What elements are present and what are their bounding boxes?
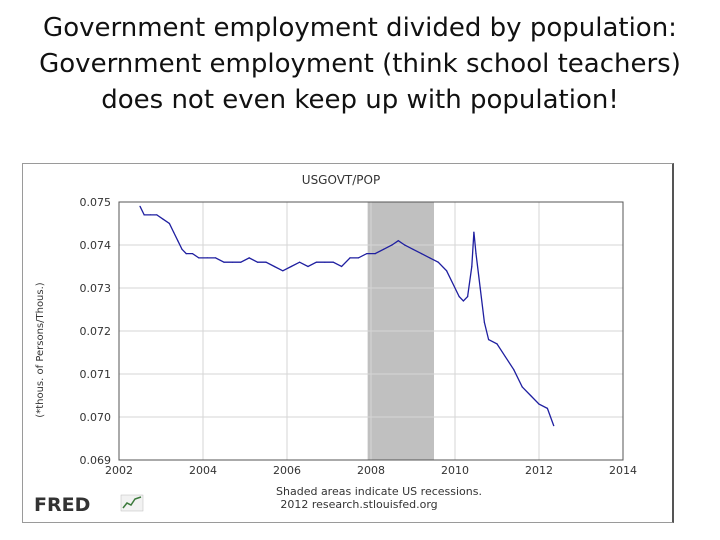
data-point [412,248,414,250]
data-point [530,394,532,397]
data-point [458,296,460,298]
fred-logo: FRED [34,494,144,516]
slide-title-line-1: Government employment divided by populat… [43,13,677,43]
x-tick-label: 2006 [273,464,301,477]
y-tick-label: 0.069 [80,454,112,467]
x-tick-label: 2010 [441,464,469,477]
data-point [357,257,359,259]
data-point [215,257,217,259]
data-point [191,253,194,255]
data-point [374,253,376,255]
slide-title-line-3: does not even keep up with population! [101,85,619,115]
data-point [397,240,399,242]
data-point [231,261,233,263]
data-point [282,270,284,272]
data-point [168,222,170,225]
chart-frame: USGOVT/POP (*thous. of Persons/Thous.) 0… [22,163,674,523]
data-point [290,265,292,268]
data-point [467,296,469,298]
data-point [383,248,385,250]
data-point [299,261,301,263]
data-point [332,261,334,263]
data-point [324,261,326,263]
data-point [513,369,515,371]
data-point [462,300,464,302]
data-point [265,261,267,263]
data-point [181,248,183,250]
data-point [538,403,540,405]
data-point [177,240,179,242]
y-tick-label: 0.074 [80,239,112,252]
source-note: 2012 research.stlouisfed.org [280,498,437,511]
data-point [521,386,523,388]
x-tick-label: 2012 [525,464,553,477]
data-point [483,321,485,323]
data-point [454,287,456,289]
data-point [185,253,187,255]
data-point [553,425,555,427]
data-point [391,244,393,246]
data-point [496,343,498,345]
fred-logo-text: FRED [34,494,90,516]
y-tick-label: 0.071 [80,368,112,381]
y-tick-label: 0.072 [80,325,112,338]
data-point [366,253,368,255]
data-point [404,244,406,246]
x-tick-label: 2004 [189,464,217,477]
data-point [240,261,242,263]
data-point [206,257,208,259]
fred-chart-icon [120,494,144,512]
y-tick-label: 0.075 [80,196,112,209]
data-point [315,261,317,263]
recession-note: Shaded areas indicate US recessions. [276,485,482,498]
data-point [420,253,422,255]
data-point [173,231,175,233]
data-point [341,265,343,268]
data-point [156,214,158,216]
chart-svg: USGOVT/POP (*thous. of Persons/Thous.) 0… [34,173,638,516]
series-line [139,206,555,426]
y-tick-label: 0.070 [80,411,112,424]
data-point [546,407,549,409]
data-point [162,218,164,220]
data-point [475,253,477,255]
data-point [139,205,141,207]
x-tick-label: 2008 [357,464,385,477]
data-point [437,261,439,263]
data-point [273,265,275,268]
data-point [429,257,431,259]
data-point [504,356,506,358]
data-point [349,257,351,259]
data-point [143,214,145,216]
data-point [488,339,490,341]
data-point [198,257,200,259]
data-point [471,265,473,268]
data-point [223,261,225,263]
y-axis-label: (*thous. of Persons/Thous.) [35,282,46,417]
data-point [248,257,250,259]
data-point [446,270,448,272]
data-point [257,261,259,263]
slide-title-line-2: Government employment (think school teac… [39,49,681,79]
data-point [149,214,152,216]
data-point [479,287,481,289]
x-tick-label: 2002 [105,464,133,477]
plot-border [118,201,624,461]
chart-title: USGOVT/POP [302,173,380,187]
data-point [307,265,309,268]
slide-title: Government employment divided by populat… [10,10,710,118]
x-tick-label: 2014 [609,464,637,477]
y-tick-label: 0.073 [80,282,112,295]
data-point [473,231,475,233]
